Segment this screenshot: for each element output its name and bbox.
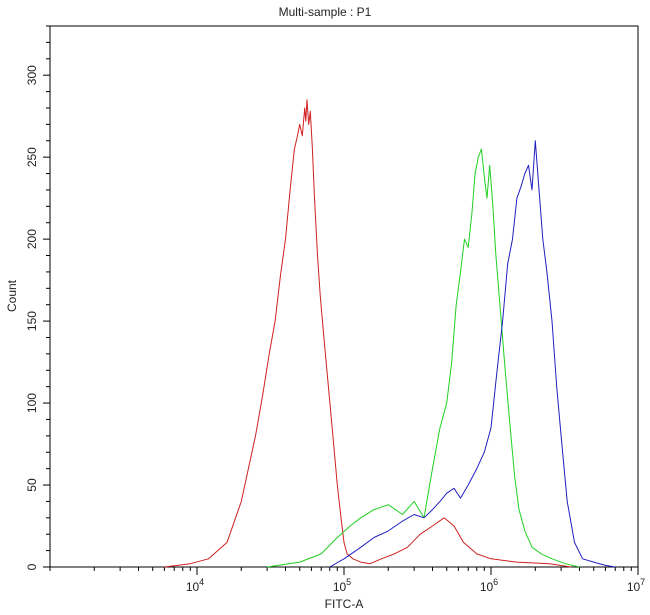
x-axis: 104 105 106 107 <box>49 567 645 594</box>
x-axis-label: FITC-A <box>325 597 364 611</box>
y-tick-label: 300 <box>25 65 39 85</box>
chart-title: Multi-sample : P1 <box>279 5 372 19</box>
y-axis-label: Count <box>5 279 19 312</box>
x-tick-label: 105 <box>333 577 351 594</box>
y-tick-label: 150 <box>25 311 39 331</box>
y-axis: 0 50 100 150 200 250 300 <box>25 25 50 570</box>
y-tick-label: 200 <box>25 229 39 249</box>
series-layer <box>164 99 616 568</box>
y-tick-label: 0 <box>25 563 39 570</box>
series-3-line <box>329 140 616 568</box>
y-tick-label: 250 <box>25 147 39 167</box>
x-tick-label: 107 <box>627 577 645 594</box>
y-tick-label: 100 <box>25 393 39 413</box>
series-2-line <box>267 148 580 568</box>
x-tick-label: 106 <box>480 577 498 594</box>
x-tick-label: 104 <box>186 577 204 594</box>
series-1-line <box>164 99 572 568</box>
y-tick-label: 50 <box>25 478 39 492</box>
